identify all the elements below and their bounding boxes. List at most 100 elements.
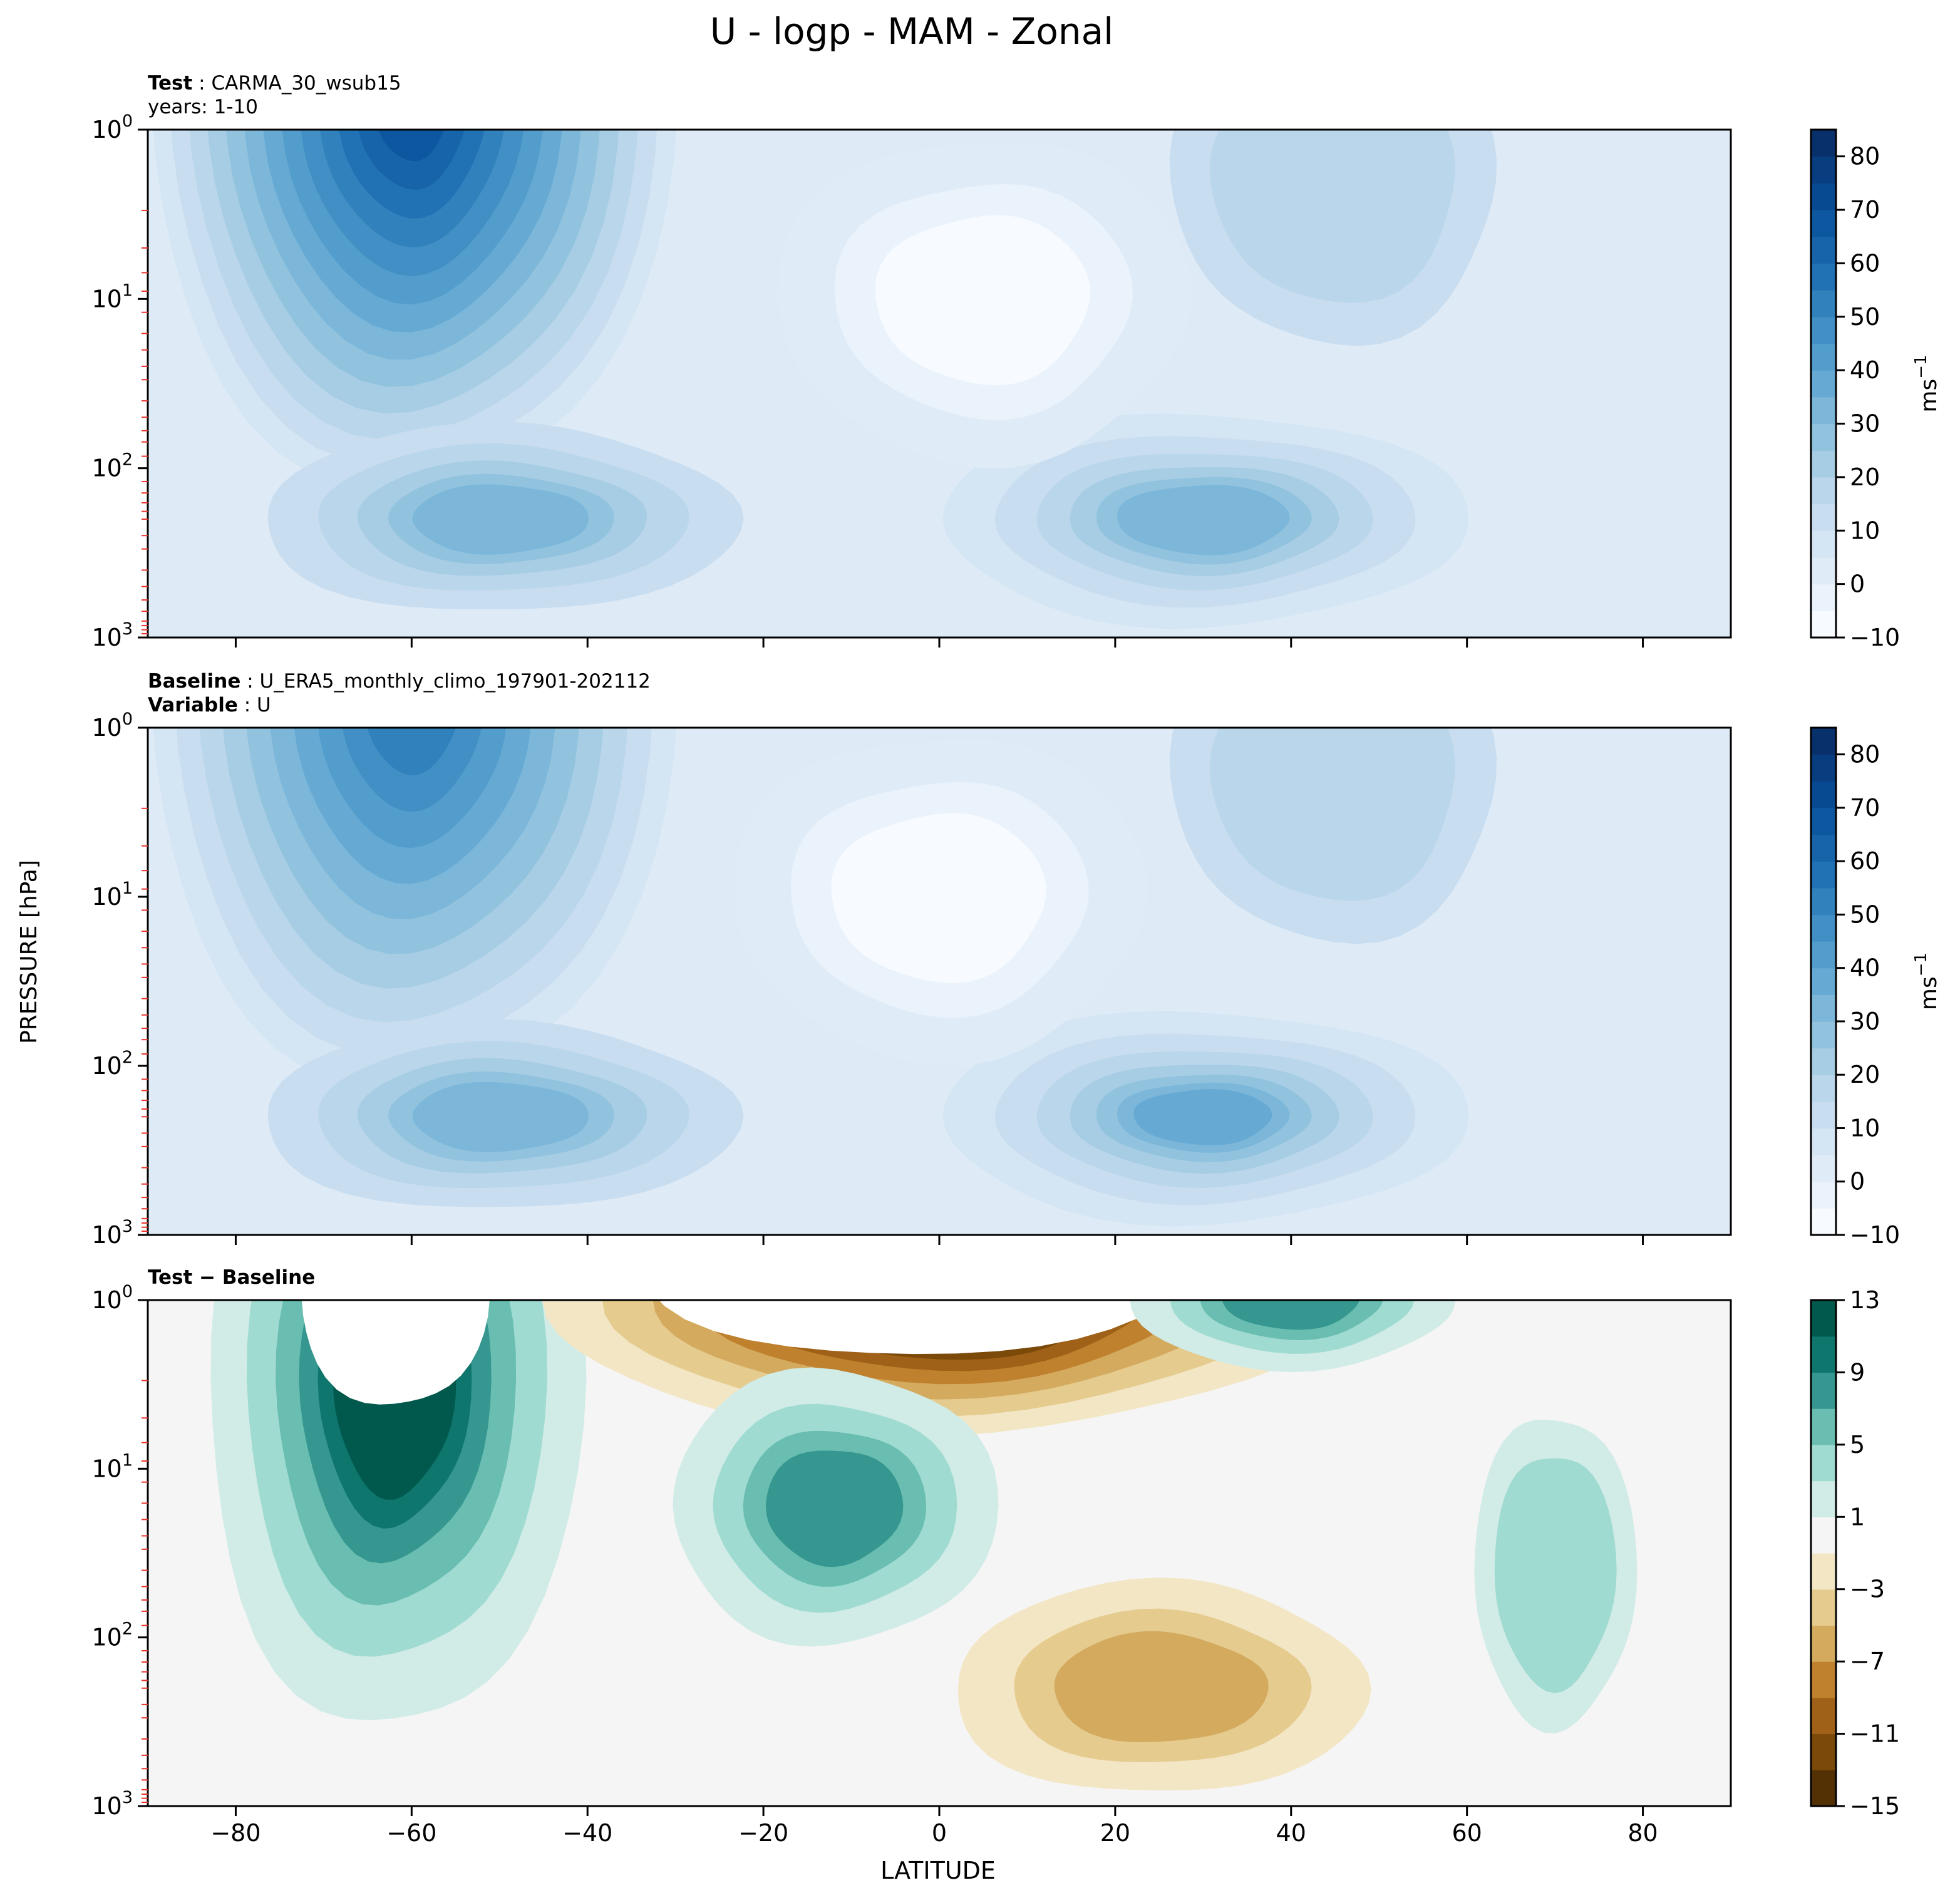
- colorbar-swatch: [1811, 316, 1836, 344]
- panel-baseline: Baseline : U_ERA5_monthly_climo_197901-2…: [91, 670, 1942, 1249]
- colorbar-swatch: [1811, 1770, 1836, 1807]
- colorbar-tick-label: 10: [1850, 1114, 1880, 1142]
- colorbar-tick-label: 0: [1850, 571, 1865, 598]
- colorbar-swatch: [1811, 1021, 1836, 1049]
- figure-title: U - logp - MAM - Zonal: [710, 10, 1114, 53]
- nh-highlat-positive-contour-level-1: [1494, 1458, 1617, 1693]
- southern-lowlevel-jet-contour-level-4: [412, 1082, 589, 1153]
- colorbar-swatch: [1811, 861, 1836, 889]
- colorbar-tick-label: −11: [1850, 1720, 1900, 1748]
- colorbar-tick-label: 10: [1850, 517, 1880, 544]
- colorbar-swatch: [1811, 584, 1836, 611]
- colorbar-tick-label: 40: [1850, 356, 1880, 384]
- colorbar-swatch: [1811, 994, 1836, 1022]
- panel-header-line: Variable : U: [148, 694, 271, 716]
- southern-jet-contour: [378, 130, 444, 162]
- header-sep: :: [240, 670, 259, 693]
- colorbar-swatch: [1811, 1480, 1836, 1517]
- equatorial-easterly-contour-level-2: [831, 813, 1046, 984]
- colorbar-swatch: [1811, 1517, 1836, 1554]
- colorbar-swatch: [1811, 1625, 1836, 1662]
- colorbar-swatch: [1811, 914, 1836, 942]
- panel-header-line: Test − Baseline: [148, 1266, 315, 1289]
- colorbar-swatch: [1811, 423, 1836, 451]
- colorbar-swatch: [1811, 343, 1836, 371]
- y-tick-label: 100: [91, 111, 133, 143]
- sh-extreme-cap: [301, 1300, 490, 1405]
- colorbar-tick-label: 60: [1850, 847, 1880, 875]
- colorbar-tick-label: −15: [1850, 1792, 1900, 1820]
- colorbar-swatch: [1811, 290, 1836, 318]
- equatorial-extreme-cap: [659, 1300, 1169, 1355]
- colorbar: 80 70 60 50 40 30 20 10 0 −10 ms−1: [1810, 128, 1942, 651]
- colorbar-tick-label: 70: [1850, 794, 1880, 822]
- colorbar-swatch: [1811, 557, 1836, 585]
- colorbar-swatch: [1811, 1733, 1836, 1770]
- colorbar-swatch: [1811, 1075, 1836, 1102]
- colorbar-swatch: [1811, 1661, 1836, 1698]
- y-tick-label: 102: [91, 1619, 133, 1651]
- x-tick-label: −60: [386, 1819, 436, 1847]
- colorbar-swatch: [1811, 611, 1836, 638]
- colorbar-swatch: [1811, 1101, 1836, 1129]
- colorbar-swatch: [1811, 1553, 1836, 1590]
- colorbar-tick-label: 9: [1850, 1358, 1865, 1386]
- header-sep: :: [238, 694, 257, 716]
- colorbar-swatch: [1811, 1048, 1836, 1075]
- y-tick-label: 103: [91, 619, 133, 651]
- x-tick-label: 20: [1100, 1819, 1130, 1847]
- panel-difference: Test − Baseline 100 101 102 103 −80 −60 −40 −20 0…: [91, 1266, 1900, 1847]
- header-value: U_ERA5_monthly_climo_197901-202112: [260, 670, 651, 693]
- y-tick-label: 100: [91, 710, 133, 741]
- colorbar-swatch: [1811, 370, 1836, 398]
- colorbar-tick-label: 80: [1850, 143, 1880, 170]
- header-key: Variable: [148, 694, 238, 716]
- panel-header-line: years: 1-10: [148, 96, 258, 118]
- nh-tropospheric-negative-contour-level-2: [1054, 1631, 1269, 1742]
- y-tick-label: 102: [91, 1048, 133, 1080]
- colorbar-swatch: [1811, 968, 1836, 995]
- northern-jet-contour-level-5: [1117, 485, 1290, 555]
- colorbar-swatch: [1811, 236, 1836, 264]
- header-value: U: [257, 694, 271, 716]
- colorbar-swatch: [1811, 1128, 1836, 1155]
- x-tick-label: −40: [562, 1819, 612, 1847]
- colorbar-swatch: [1811, 1589, 1836, 1626]
- x-tick-label: 40: [1276, 1819, 1306, 1847]
- colorbar-swatch: [1811, 183, 1836, 210]
- colorbar-swatch: [1811, 130, 1836, 157]
- colorbar-swatch: [1811, 1181, 1836, 1209]
- colorbar-swatch: [1811, 1300, 1836, 1337]
- model-level-ticks: [142, 209, 148, 634]
- colorbar-swatch: [1811, 477, 1836, 505]
- colorbar-tick-label: 13: [1850, 1286, 1880, 1314]
- colorbar-tick-label: 20: [1850, 1061, 1880, 1088]
- colorbar-swatch: [1811, 1336, 1836, 1373]
- colorbar-swatch: [1811, 728, 1836, 755]
- colorbar-swatch: [1811, 1372, 1836, 1409]
- x-axis-label: LATITUDE: [880, 1857, 996, 1884]
- colorbar-swatch: [1811, 1444, 1836, 1482]
- x-tick-label: −80: [210, 1819, 260, 1847]
- colorbar-swatch: [1811, 530, 1836, 558]
- colorbar-tick-label: 70: [1850, 196, 1880, 224]
- colorbar: 13 9 5 1 −3 −7 −11 −15: [1810, 1286, 1900, 1820]
- colorbar-swatch: [1811, 1697, 1836, 1735]
- colorbar-swatch: [1811, 263, 1836, 291]
- panel-header-line: Test : CARMA_30_wsub15: [148, 72, 401, 95]
- colorbar-swatch: [1811, 754, 1836, 782]
- colorbar-swatch: [1811, 781, 1836, 808]
- colorbar-swatch: [1811, 834, 1836, 862]
- colorbar-tick-label: 0: [1850, 1168, 1865, 1195]
- header-key: Baseline: [148, 670, 240, 693]
- colorbar-tick-label: −10: [1850, 1221, 1900, 1249]
- x-tick-label: 60: [1452, 1819, 1482, 1847]
- panel-header: Baseline : U_ERA5_monthly_climo_197901-2…: [148, 670, 651, 716]
- northern-stratospheric-contour-level-1: [1209, 728, 1455, 901]
- colorbar-tick-label: 80: [1850, 741, 1880, 768]
- header-key: Test − Baseline: [148, 1266, 315, 1289]
- colorbar-frame: [1810, 128, 1837, 639]
- panel-header-line: Baseline : U_ERA5_monthly_climo_197901-2…: [148, 670, 651, 693]
- y-axis-label: PRESSURE [hPa]: [16, 860, 42, 1044]
